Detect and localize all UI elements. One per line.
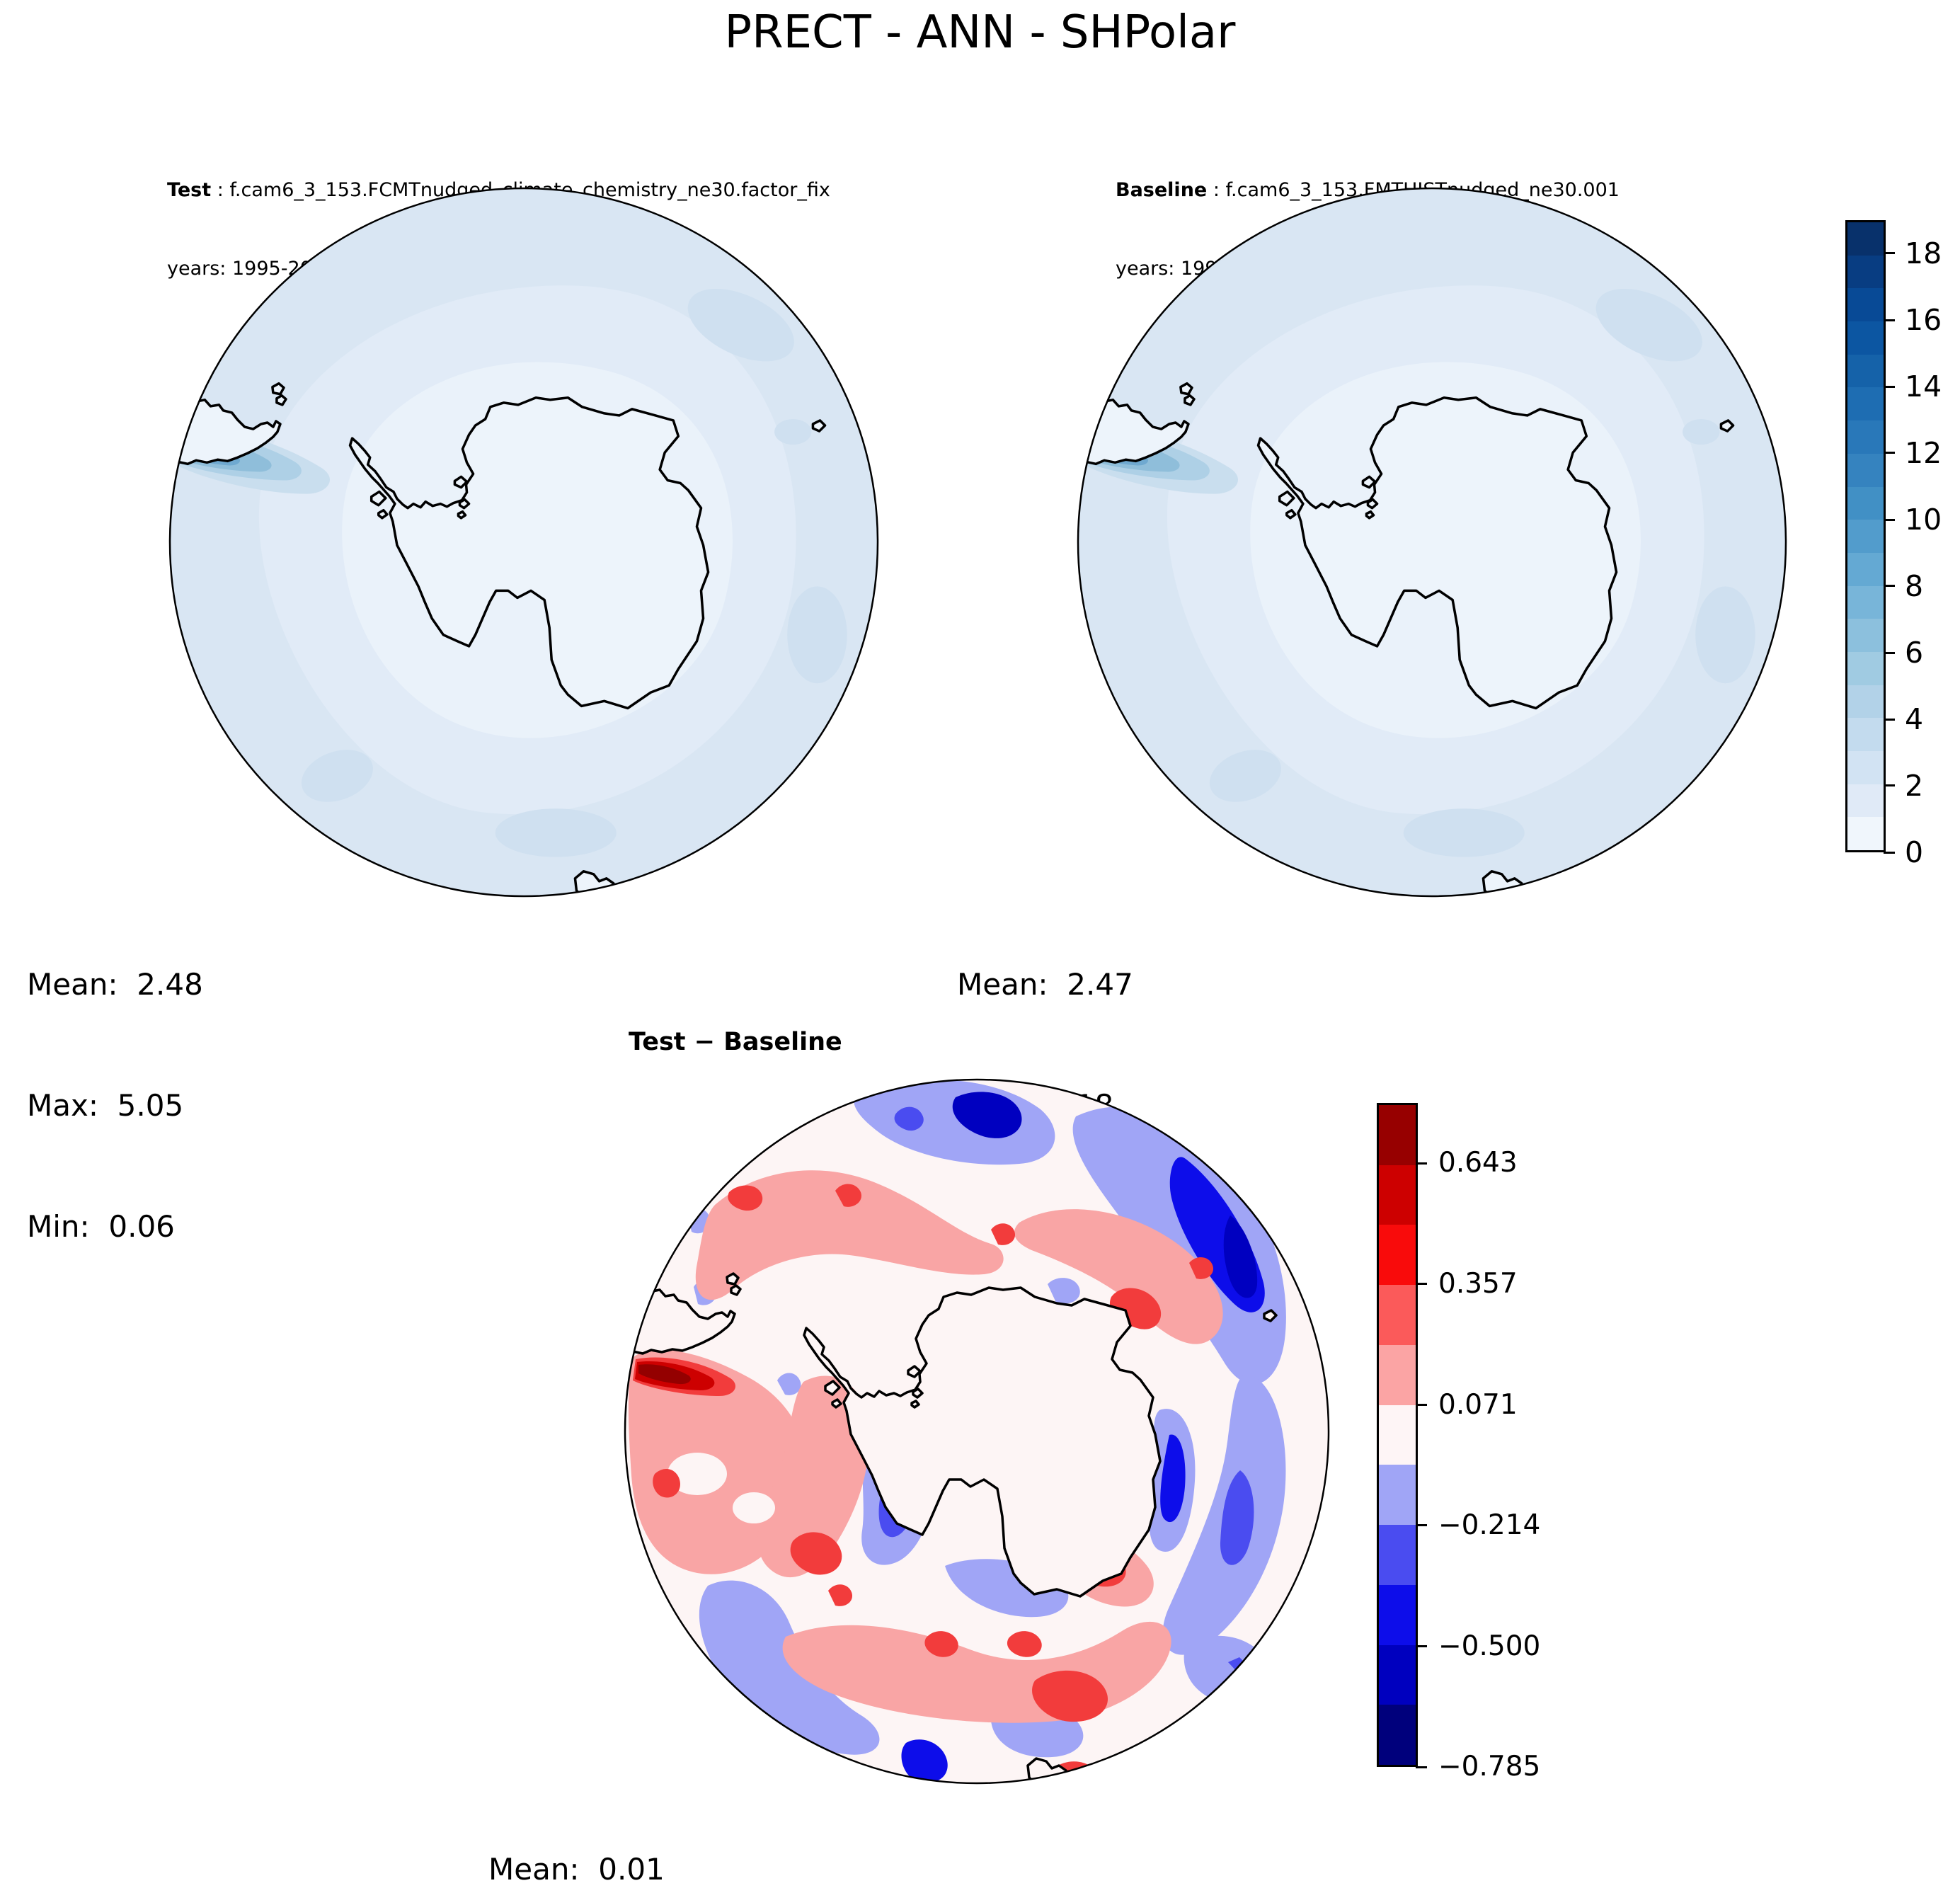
colorbar-segment	[1847, 619, 1884, 652]
colorbar-tick-mark	[1884, 385, 1895, 388]
colorbar-tick-label: 16	[1905, 303, 1942, 338]
colorbar-tick-label: 0.071	[1438, 1388, 1518, 1421]
colorbar-tick-mark	[1884, 452, 1895, 454]
colorbar-tick-label: 6	[1905, 636, 1924, 670]
colorbar-tick-mark	[1416, 1283, 1427, 1286]
colorbar-segment	[1379, 1285, 1416, 1345]
colorbar-tick-label: 10	[1905, 503, 1942, 537]
colorbar-tick-label: 0.643	[1438, 1147, 1518, 1179]
diff-panel-title: Test − Baseline	[629, 1028, 842, 1056]
colorbar-tick-label: 14	[1905, 370, 1942, 404]
colorbar-ticks: 0.643 0.357 0.071 −0.214 −0.500 −0.785	[1416, 1103, 1628, 1783]
colorbar-segment	[1379, 1525, 1416, 1585]
colorbar-segment	[1847, 321, 1884, 355]
colorbar-tick-mark	[1884, 784, 1895, 787]
colorbar-tick-label: −0.500	[1438, 1630, 1541, 1662]
colorbar-segment	[1847, 685, 1884, 719]
test-stats: Mean: 2.48 Max: 5.05 Min: 0.06	[27, 883, 203, 1327]
colorbar-gradient	[1377, 1103, 1418, 1767]
baseline-mean: Mean: 2.47	[957, 967, 1133, 1002]
colorbar-segment	[1379, 1404, 1416, 1465]
colorbar-tick-mark	[1884, 252, 1895, 255]
figure-title: PRECT - ANN - SHPolar	[724, 6, 1236, 59]
colorbar-segment	[1847, 255, 1884, 289]
baseline-separator: :	[1207, 179, 1226, 201]
colorbar-segment	[1847, 387, 1884, 421]
colorbar-tick-label: 0.357	[1438, 1267, 1518, 1300]
colorbar-segment	[1847, 784, 1884, 818]
colorbar-tick-mark	[1884, 651, 1895, 654]
colorbar-segment	[1847, 585, 1884, 619]
colorbar-tick-mark	[1416, 1404, 1427, 1407]
colorbar-segment	[1847, 552, 1884, 586]
baseline-label: Baseline	[1116, 179, 1208, 201]
test-separator: :	[211, 179, 230, 201]
colorbar-tick-label: 8	[1905, 568, 1924, 603]
test-map	[168, 186, 880, 898]
colorbar-tick-label: 18	[1905, 236, 1942, 270]
colorbar-segment	[1847, 354, 1884, 388]
colorbar-segment	[1847, 817, 1884, 851]
colorbar-tick-mark	[1416, 1524, 1427, 1527]
colorbar-tick-mark	[1884, 319, 1895, 321]
precip-colorbar: 18 16 14 12 10 8 6 4 2 0	[1845, 220, 1942, 869]
colorbar-tick-label: 4	[1905, 702, 1924, 737]
colorbar-tick-mark	[1416, 1645, 1427, 1648]
colorbar-tick-mark	[1884, 585, 1895, 588]
colorbar-segment	[1847, 222, 1884, 256]
colorbar-segment	[1379, 1584, 1416, 1645]
colorbar-segment	[1847, 718, 1884, 751]
colorbar-segment	[1379, 1165, 1416, 1225]
diff-mean: Mean: 0.01	[488, 1852, 665, 1887]
baseline-map	[1076, 186, 1788, 898]
colorbar-segment	[1379, 1225, 1416, 1286]
test-label: Test	[167, 179, 212, 201]
colorbar-tick-mark	[1884, 718, 1895, 721]
colorbar-tick-mark	[1416, 1766, 1427, 1768]
colorbar-gradient	[1845, 220, 1886, 852]
colorbar-tick-mark	[1884, 851, 1895, 854]
diff-colorbar: 0.643 0.357 0.071 −0.214 −0.500 −0.785	[1377, 1103, 1540, 1783]
test-max: Max: 5.05	[27, 1088, 184, 1123]
test-mean: Mean: 2.48	[27, 967, 203, 1002]
colorbar-segment	[1847, 288, 1884, 322]
colorbar-tick-label: −0.785	[1438, 1751, 1541, 1783]
colorbar-segment	[1847, 520, 1884, 553]
colorbar-segment	[1847, 651, 1884, 685]
colorbar-segment	[1379, 1465, 1416, 1526]
difference-map	[623, 1077, 1331, 1785]
test-min: Min: 0.06	[27, 1209, 175, 1244]
colorbar-segment	[1379, 1105, 1416, 1165]
colorbar-segment	[1847, 453, 1884, 487]
colorbar-tick-label: 12	[1905, 435, 1942, 470]
colorbar-tick-mark	[1884, 518, 1895, 521]
colorbar-tick-mark	[1416, 1162, 1427, 1165]
colorbar-tick-label: 2	[1905, 768, 1924, 803]
colorbar-tick-label: 0	[1905, 835, 1924, 869]
colorbar-ticks: 18 16 14 12 10 8 6 4 2 0	[1884, 220, 1960, 869]
colorbar-segment	[1379, 1705, 1416, 1766]
colorbar-segment	[1379, 1644, 1416, 1705]
colorbar-tick-label: −0.214	[1438, 1509, 1541, 1541]
diff-stats: Mean: 0.01 Max: 0.38 Min: -0.43	[488, 1768, 665, 1888]
colorbar-segment	[1379, 1344, 1416, 1405]
colorbar-segment	[1847, 486, 1884, 520]
colorbar-segment	[1847, 751, 1884, 784]
colorbar-segment	[1847, 420, 1884, 454]
